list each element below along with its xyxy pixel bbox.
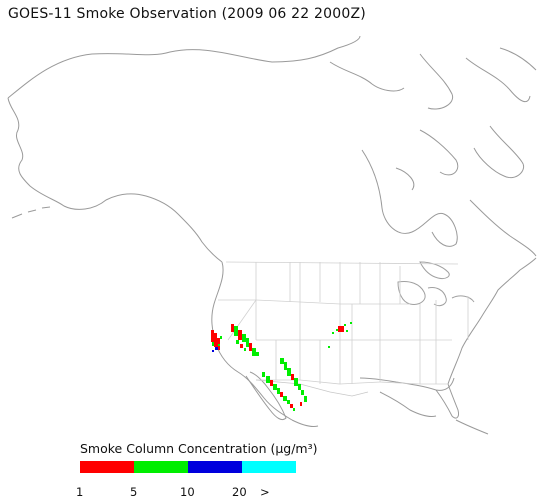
west-coastline xyxy=(211,261,293,421)
gulf-coast xyxy=(359,377,455,391)
legend-tick-greater: > xyxy=(260,485,270,499)
legend-title: Smoke Column Concentration (μg/m³) xyxy=(80,441,318,456)
smoke-pixels xyxy=(211,322,352,411)
legend-swatch-1-5 xyxy=(80,461,134,473)
baja-california xyxy=(245,371,287,421)
great-lakes xyxy=(397,261,475,307)
alaska-coastline xyxy=(7,97,223,263)
greenland-edge xyxy=(499,47,537,71)
legend-tick-5: 5 xyxy=(130,485,138,499)
legend-tick-1: 1 xyxy=(76,485,84,499)
legend-swatch-20-plus xyxy=(242,461,296,473)
hudson-bay xyxy=(361,149,458,247)
legend-tick-10: 10 xyxy=(180,485,195,499)
us-mexico-border xyxy=(255,379,369,397)
arctic-islands xyxy=(329,53,531,191)
arctic-coastline xyxy=(7,35,361,99)
legend-swatch-10-20 xyxy=(188,461,242,473)
aleutian-islands xyxy=(11,206,51,219)
florida xyxy=(435,383,459,419)
labrador-coast xyxy=(469,199,537,257)
east-coastline xyxy=(447,257,537,385)
mexico-coast xyxy=(291,391,489,435)
map-title: GOES-11 Smoke Observation (2009 06 22 20… xyxy=(8,6,366,22)
state-borders xyxy=(218,261,469,385)
legend-tick-20: 20 xyxy=(232,485,247,499)
legend-swatch-5-10 xyxy=(134,461,188,473)
